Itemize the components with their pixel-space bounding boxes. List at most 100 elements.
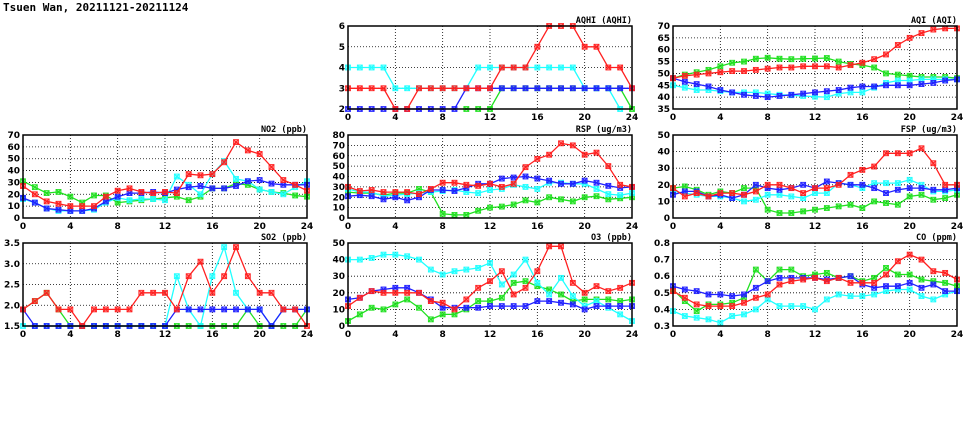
marker-cross [280, 191, 287, 198]
marker-cross [835, 87, 842, 93]
data-point [752, 306, 759, 313]
data-point [451, 306, 458, 313]
data-point [741, 58, 747, 65]
data-point [906, 77, 913, 84]
marker-cross [871, 275, 878, 281]
marker-cross [356, 311, 363, 318]
marker-cross [717, 319, 724, 326]
marker-cross [522, 164, 529, 171]
marker-cross [487, 278, 493, 285]
data-point [546, 177, 553, 184]
marker-cross [439, 210, 446, 217]
data-point [487, 278, 493, 285]
marker-cross [510, 85, 517, 92]
data-point [546, 194, 553, 201]
data-point [498, 64, 505, 71]
marker-cross [871, 163, 878, 170]
marker-cross [741, 68, 747, 74]
data-point [752, 66, 759, 73]
data-point [256, 177, 263, 183]
x-tick-label: 12 [484, 113, 497, 123]
marker-cross [681, 294, 688, 301]
data-point [498, 175, 505, 182]
data-point [292, 181, 299, 188]
marker-cross [416, 191, 422, 197]
data-point [693, 87, 700, 93]
data-point [764, 65, 771, 72]
data-point [593, 298, 600, 305]
y-tick-label: 40 [332, 256, 345, 266]
marker-cross [764, 296, 771, 303]
data-point [930, 196, 937, 203]
data-point [463, 211, 470, 218]
data-point [280, 191, 287, 198]
marker-cross [150, 190, 157, 196]
data-point [244, 306, 251, 313]
x-tick-label: 12 [809, 222, 822, 232]
data-point [729, 195, 736, 201]
marker-cross [823, 270, 830, 276]
marker-cross [173, 190, 180, 196]
data-point [729, 303, 736, 309]
data-point [150, 196, 157, 202]
data-point [894, 180, 901, 187]
plot-frame [672, 25, 958, 110]
marker-cross [126, 306, 133, 313]
marker-cross [871, 180, 878, 186]
marker-cross [138, 196, 145, 202]
marker-cross [906, 185, 913, 191]
x-tick-label: 24 [951, 222, 964, 232]
data-point [823, 190, 830, 197]
data-point [522, 173, 529, 180]
data-point [581, 289, 588, 296]
data-point [788, 303, 795, 309]
data-point [439, 311, 446, 318]
marker-cross [404, 289, 411, 296]
marker-cross [546, 243, 553, 250]
data-point [835, 291, 842, 298]
marker-cross [883, 288, 889, 294]
data-point [463, 296, 470, 303]
marker-cross [534, 64, 541, 71]
x-tick-label: 16 [206, 222, 219, 232]
x-tick-label: 16 [856, 113, 869, 123]
marker-cross [114, 187, 121, 194]
x-tick-label: 8 [765, 222, 771, 232]
data-point [942, 288, 949, 295]
y-tick-label: 20 [657, 181, 670, 191]
marker-cross [439, 311, 446, 318]
marker-cross [776, 181, 783, 188]
marker-cross [729, 293, 736, 299]
marker-cross [439, 85, 446, 92]
marker-cross [894, 42, 901, 48]
marker-cross [847, 89, 854, 96]
marker-cross [617, 303, 624, 309]
marker-cross [942, 181, 949, 188]
data-point [918, 293, 925, 300]
data-point [788, 278, 795, 285]
data-point [404, 284, 411, 291]
data-point [475, 207, 482, 214]
data-point [617, 181, 624, 188]
data-point [546, 291, 553, 298]
x-tick-label: 12 [809, 330, 822, 340]
y-tick-label: 35 [657, 105, 670, 115]
marker-cross [776, 191, 783, 198]
marker-cross [930, 296, 937, 303]
data-point [451, 188, 458, 194]
marker-cross [823, 88, 830, 95]
marker-cross [764, 191, 771, 198]
marker-cross [209, 273, 216, 280]
data-point [942, 195, 949, 201]
data-point [823, 63, 830, 70]
data-point [859, 89, 866, 96]
marker-cross [859, 279, 866, 286]
data-point [197, 183, 204, 189]
data-point [800, 195, 807, 201]
data-point [510, 303, 517, 309]
marker-cross [185, 171, 192, 177]
marker-cross [256, 177, 263, 183]
data-point [534, 155, 541, 162]
marker-cross [788, 210, 795, 216]
data-point [162, 189, 168, 195]
